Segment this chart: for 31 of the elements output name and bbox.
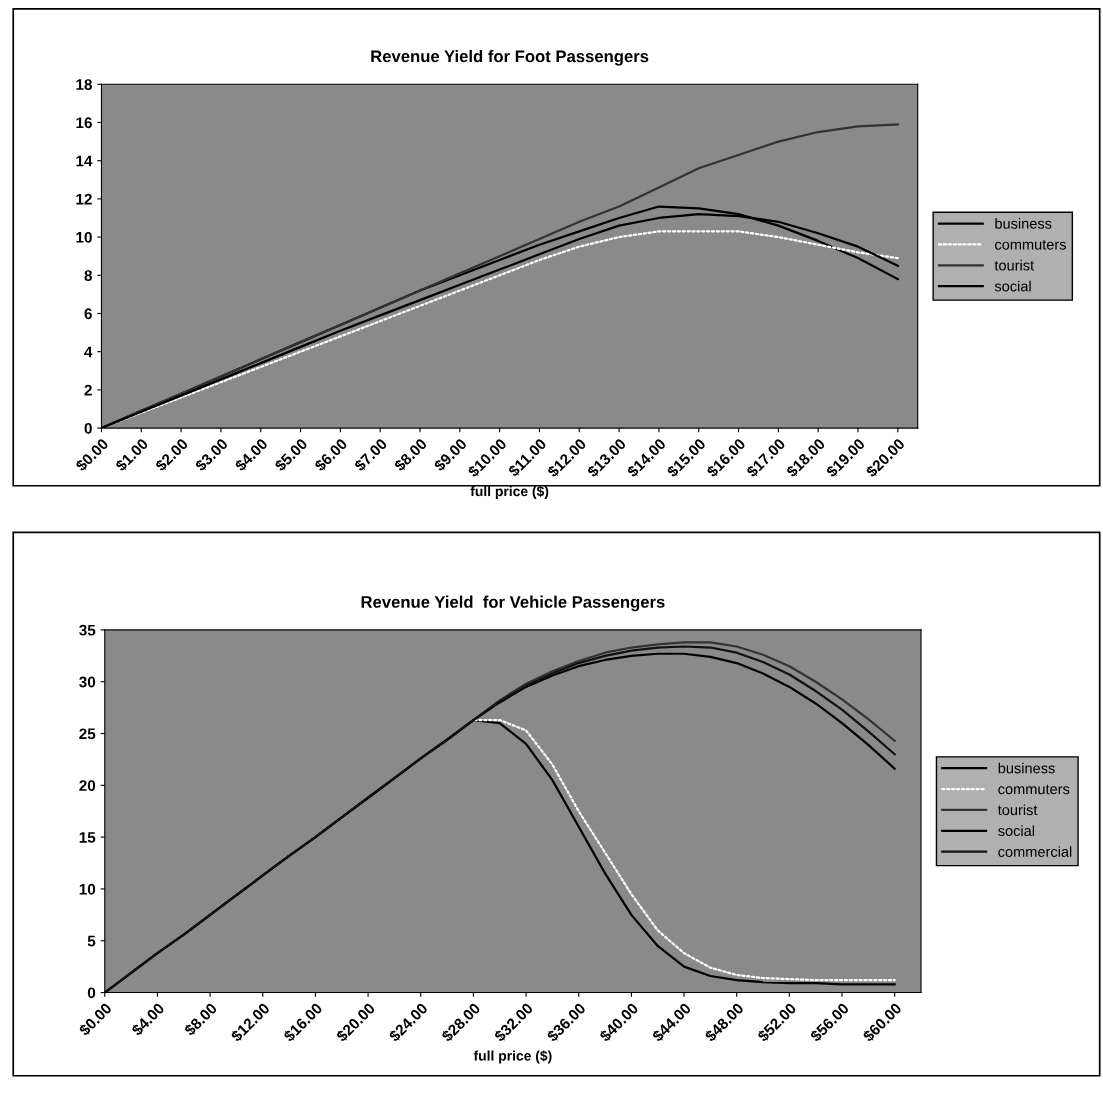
chart-title: Revenue Yield for Foot Passengers	[371, 49, 649, 66]
x-axis-title: full price ($)	[473, 1050, 552, 1064]
y-tick-label: 15	[79, 832, 96, 843]
y-tick-label: 0	[87, 987, 96, 999]
y-tick-label: 12	[76, 193, 92, 205]
legend-label: business	[995, 218, 1052, 229]
y-tick-label: 0	[84, 422, 92, 434]
legend-label: commuters	[995, 240, 1066, 250]
legend-label: tourist	[994, 259, 1035, 271]
y-tick-label: 6	[84, 308, 92, 320]
y-tick-label: 8	[84, 270, 92, 281]
legend-label: social	[994, 280, 1031, 292]
y-tick-label: 20	[79, 780, 96, 792]
y-tick-label: 14	[76, 155, 93, 167]
legend-label: social	[998, 825, 1035, 837]
y-tick-label: 5	[87, 935, 96, 947]
x-axis-title: full price ($)	[470, 485, 549, 499]
legend-label: commercial	[998, 846, 1072, 857]
y-tick-label: 35	[79, 624, 96, 636]
legend-label: business	[998, 762, 1055, 774]
chart-title: Revenue Yield for Vehicle Passengers	[361, 595, 665, 612]
y-tick-label: 4	[84, 346, 93, 358]
y-tick-label: 25	[79, 728, 96, 740]
y-tick-label: 10	[79, 883, 96, 895]
y-tick-label: 30	[79, 676, 96, 688]
y-tick-label: 2	[84, 384, 92, 396]
y-tick-label: 16	[76, 117, 92, 129]
y-tick-label: 10	[76, 231, 92, 243]
legend-label: tourist	[997, 804, 1038, 816]
y-tick-label: 18	[76, 79, 92, 90]
legend-label: commuters	[998, 784, 1070, 795]
